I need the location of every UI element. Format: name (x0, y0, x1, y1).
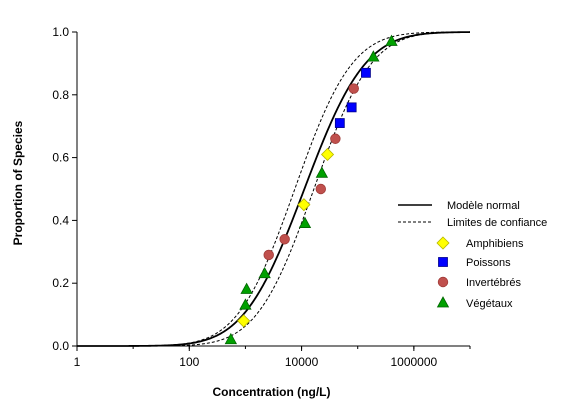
legend-label: Poissons (466, 257, 511, 269)
model-curve (77, 31, 471, 347)
y-axis-title: Proportion of Species (11, 120, 25, 245)
data-point (346, 102, 357, 113)
data-point (237, 314, 251, 328)
data-point (367, 50, 380, 62)
x-tick-label: 1000000 (390, 355, 437, 369)
x-tick-label: 1 (74, 355, 81, 369)
curves-layer (77, 31, 471, 347)
legend-label: Amphibiens (466, 238, 524, 250)
data-point (240, 282, 253, 294)
legend-swatch-diamond (436, 236, 450, 250)
confidence-curve (77, 31, 471, 347)
data-point (315, 183, 326, 195)
legend-item: Invertébrés (437, 276, 522, 289)
data-point (224, 332, 238, 345)
y-tick-label: 0.4 (52, 213, 69, 227)
data-point (361, 67, 371, 78)
data-point (279, 234, 290, 245)
y-tick-label: 0.2 (52, 276, 69, 290)
data-point (320, 147, 335, 162)
legend-swatch-square (438, 257, 448, 267)
legend-label: Modèle normal (447, 200, 520, 212)
legend-swatch-circle (437, 276, 449, 288)
ticks-layer: 1 100 10000 1000000 0.0 0.2 0.4 0.6 0.8 1.0 (52, 25, 471, 369)
legend-label: Limites de confiance (447, 217, 547, 229)
data-point (315, 166, 329, 178)
data-point (297, 198, 311, 212)
data-point (298, 216, 312, 228)
data-point (330, 133, 341, 144)
legend-item: Limites de confiance (398, 217, 547, 229)
data-point (385, 34, 398, 46)
y-tick-label: 0.6 (52, 151, 69, 165)
legend-item: Végétaux (436, 296, 513, 310)
legend: Modèle normal Limites de confiance Amphibi… (398, 200, 547, 310)
legend-label: Végétaux (466, 298, 513, 310)
confidence-curve (77, 31, 470, 347)
data-point (258, 266, 271, 279)
points-layer (224, 34, 398, 345)
x-tick-label: 100 (179, 355, 199, 369)
legend-label: Invertébrés (466, 277, 522, 289)
y-tick-label: 0.8 (52, 88, 69, 102)
y-tick-label: 0.0 (52, 339, 69, 353)
data-point (263, 249, 274, 261)
y-tick-label: 1.0 (52, 25, 69, 39)
legend-item: Poissons (438, 257, 511, 269)
data-point (239, 298, 252, 310)
x-tick-label: 10000 (285, 355, 319, 369)
data-point (334, 118, 345, 128)
axes-layer (76, 32, 470, 347)
x-axis-title: Concentration (ng/L) (213, 385, 331, 399)
legend-swatch-triangle (436, 296, 450, 308)
legend-item: Amphibiens (436, 236, 524, 250)
legend-item: Modèle normal (398, 200, 520, 212)
data-point (348, 83, 359, 94)
